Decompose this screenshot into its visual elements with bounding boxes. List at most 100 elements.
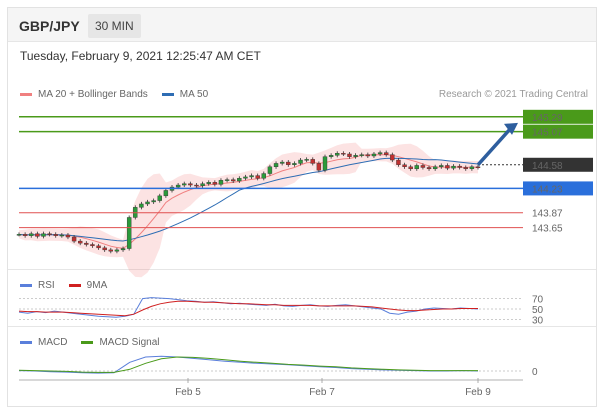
timestamp: Tuesday, February 9, 2021 12:25:47 AM CE…	[20, 49, 261, 63]
candle-body	[218, 180, 224, 185]
candle-body	[463, 167, 468, 170]
candle-body	[286, 161, 291, 165]
candle-body	[206, 182, 211, 184]
legend-macd-signal-swatch	[81, 341, 94, 344]
candle-body	[47, 233, 52, 235]
rsi-9ma-line	[18, 300, 478, 317]
candle-body	[77, 240, 83, 244]
candle-body	[151, 200, 156, 203]
candle-body	[243, 176, 248, 179]
level-label-144.23: 144.23	[532, 184, 563, 195]
candle-body	[249, 175, 254, 178]
candle-body	[396, 159, 401, 165]
legend-macd-signal-label: MACD Signal	[99, 337, 160, 348]
candle-body	[279, 161, 285, 164]
candle-body	[365, 154, 371, 157]
candle-body	[212, 182, 218, 185]
level-badge-144.23	[523, 181, 593, 196]
candle-body	[420, 165, 426, 168]
forecast-arrow-shaft	[476, 125, 514, 166]
legend-macd-signal: MACD Signal	[81, 337, 159, 348]
candle-body	[188, 183, 193, 186]
candle-body	[108, 249, 114, 252]
candle-body	[341, 153, 346, 155]
legend-rsi-swatch	[20, 284, 32, 287]
candle-body	[353, 155, 358, 157]
x-tick-label: Feb 5	[175, 387, 201, 398]
legend-macd: MACD	[20, 337, 67, 348]
x-tick-label: Feb 7	[309, 387, 335, 398]
candle-body	[126, 217, 132, 249]
legend-ma50-label: MA 50	[179, 89, 209, 100]
level-badge-144.58	[523, 157, 593, 172]
candle-body	[390, 154, 395, 161]
candle-body	[304, 159, 309, 161]
legend-9ma-label: 9MA	[86, 280, 108, 291]
candle-body	[322, 156, 328, 171]
candle-body	[84, 242, 89, 245]
candle-body	[90, 244, 95, 247]
candle-body	[41, 233, 46, 237]
legend-ma50: MA 50	[161, 89, 209, 100]
candle-body	[35, 233, 40, 237]
candle-body	[426, 167, 432, 170]
bollinger-band	[19, 142, 478, 278]
divider-macd	[8, 326, 596, 327]
price-legend: MA 20 + Bollinger Bands MA 50	[20, 89, 222, 100]
candle-body	[298, 159, 303, 164]
candle-body	[261, 173, 266, 179]
candle-body	[16, 234, 22, 236]
candle-body	[230, 179, 236, 182]
rsi-legend: RSI 9MA	[20, 280, 121, 291]
level-label-143.65: 143.65	[532, 224, 563, 235]
candle-body	[157, 195, 162, 201]
level-badge-145.07	[523, 124, 593, 139]
macd-signal-line	[18, 356, 478, 373]
candle-body	[273, 163, 279, 168]
candle-body	[292, 163, 297, 165]
level-badge-145.29	[523, 109, 593, 124]
candle-body	[96, 245, 101, 249]
forecast-arrow-head	[504, 122, 518, 135]
candle-body	[347, 153, 352, 157]
candle-body	[120, 248, 126, 251]
candle-body	[310, 159, 315, 164]
legend-rsi: RSI	[20, 280, 55, 291]
candle-body	[445, 165, 450, 169]
candle-body	[316, 163, 322, 171]
candle-body	[102, 247, 107, 251]
candle-body	[145, 201, 150, 205]
legend-9ma-swatch	[68, 284, 81, 287]
rsi-tick-label: 30	[532, 315, 544, 326]
candle-body	[377, 152, 383, 155]
candle-body	[384, 152, 389, 155]
candle-body	[22, 234, 28, 236]
candle-body	[53, 234, 58, 236]
candle-body	[439, 165, 444, 167]
candle-body	[29, 233, 34, 236]
candle-body	[475, 166, 481, 169]
candle-body	[182, 183, 187, 186]
candle-body	[139, 203, 144, 208]
chart-widget: GBP/JPY 30 MIN Tuesday, February 9, 2021…	[7, 7, 597, 407]
interval-button[interactable]: 30 MIN	[88, 14, 141, 38]
level-label-145.29: 145.29	[532, 113, 563, 124]
candle-body	[65, 234, 71, 238]
symbol-label: GBP/JPY	[19, 18, 80, 34]
macd-legend: MACD MACD Signal	[20, 337, 173, 348]
level-label-143.87: 143.87	[532, 209, 563, 220]
level-label-144.58: 144.58	[532, 161, 563, 172]
candle-body	[408, 166, 413, 170]
candle-body	[469, 166, 475, 170]
candle-body	[114, 249, 120, 252]
ma50-line	[18, 157, 479, 242]
candle-body	[267, 166, 273, 174]
legend-bollinger: MA 20 + Bollinger Bands	[20, 89, 148, 100]
candle-body	[163, 190, 169, 197]
rsi-tick-label: 70	[532, 295, 544, 306]
candle-body	[237, 178, 242, 182]
legend-bollinger-label: MA 20 + Bollinger Bands	[38, 89, 148, 100]
rsi-line	[18, 297, 479, 318]
candle-body	[194, 184, 199, 187]
candle-body	[414, 165, 419, 170]
